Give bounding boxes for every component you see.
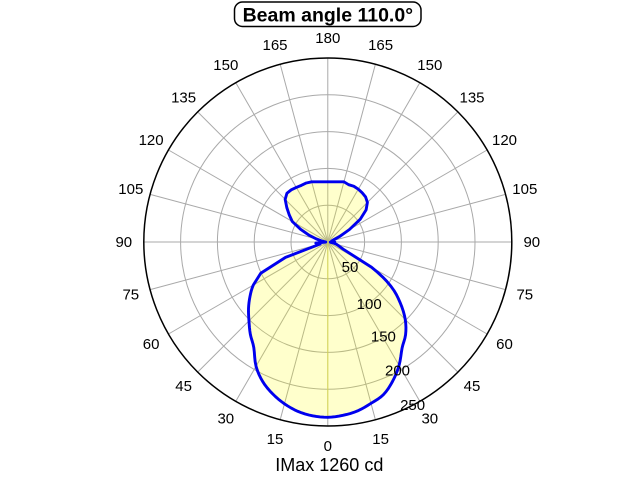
svg-text:0: 0 [324, 438, 332, 455]
svg-text:135: 135 [171, 90, 196, 107]
svg-text:45: 45 [464, 378, 481, 395]
svg-text:60: 60 [143, 336, 160, 353]
svg-text:120: 120 [492, 132, 517, 149]
svg-text:165: 165 [262, 37, 287, 54]
svg-text:75: 75 [122, 287, 139, 304]
svg-text:15: 15 [267, 431, 284, 448]
svg-text:IMax 1260 cd: IMax 1260 cd [275, 455, 383, 475]
svg-text:105: 105 [512, 181, 537, 198]
svg-text:100: 100 [357, 296, 382, 313]
svg-text:150: 150 [417, 57, 442, 74]
svg-text:105: 105 [118, 181, 143, 198]
svg-text:200: 200 [385, 363, 410, 380]
svg-text:180: 180 [315, 30, 340, 47]
svg-text:75: 75 [516, 287, 533, 304]
svg-text:90: 90 [523, 234, 540, 251]
svg-text:50: 50 [342, 259, 359, 276]
svg-text:30: 30 [421, 411, 438, 428]
svg-text:135: 135 [459, 90, 484, 107]
svg-text:90: 90 [115, 234, 132, 251]
svg-text:30: 30 [217, 411, 234, 428]
svg-text:120: 120 [139, 132, 164, 149]
svg-text:150: 150 [213, 57, 238, 74]
svg-text:250: 250 [400, 397, 425, 414]
svg-text:150: 150 [371, 329, 396, 346]
svg-text:45: 45 [175, 378, 192, 395]
svg-text:60: 60 [496, 336, 513, 353]
svg-text:165: 165 [368, 37, 393, 54]
svg-text:15: 15 [372, 431, 389, 448]
svg-text:Beam angle 110.0°: Beam angle 110.0° [243, 5, 413, 27]
